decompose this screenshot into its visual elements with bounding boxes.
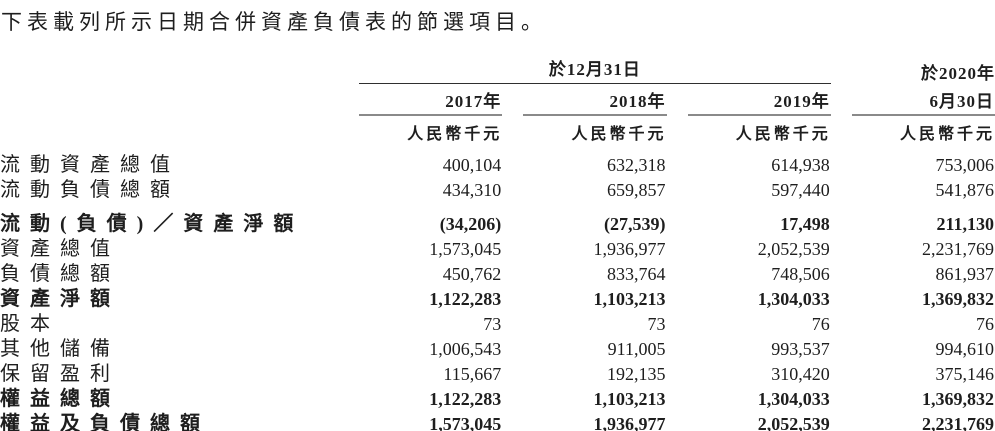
cell-2017: 115,667 bbox=[443, 364, 502, 384]
row-label: 負債總額 bbox=[0, 263, 120, 285]
header-spacer bbox=[0, 116, 338, 144]
row-label: 資產淨額 bbox=[0, 288, 120, 310]
cell-2018: 1,103,213 bbox=[593, 389, 666, 409]
cell-2020: 375,146 bbox=[935, 364, 995, 384]
cell-2017: 73 bbox=[483, 314, 502, 334]
cell-2020: 994,610 bbox=[935, 339, 995, 359]
balance-sheet-table: 於12月31日 於2020年 2017年 2018年 2019年 6月30日 人… bbox=[0, 51, 995, 431]
table-row-net-assets: 資產淨額 1,122,283 1,103,213 1,304,033 1,369… bbox=[0, 287, 995, 312]
header-date-group: 於12月31日 bbox=[359, 55, 831, 84]
cell-2020: 541,876 bbox=[935, 180, 995, 200]
row-label: 流動(負債)／資產淨額 bbox=[0, 213, 304, 235]
cell-2019: 597,440 bbox=[771, 180, 830, 200]
cell-2019: 2,052,539 bbox=[757, 239, 830, 259]
table-row-total-assets: 資產總值 1,573,045 1,936,977 2,052,539 2,231… bbox=[0, 237, 995, 262]
cell-2019: 310,420 bbox=[771, 364, 830, 384]
cell-2020: 211,130 bbox=[936, 214, 994, 234]
table-row-net-current-assets: 流動(負債)／資產淨額 (34,206) (27,539) 17,498 211… bbox=[0, 212, 995, 237]
cell-2019: 2,052,539 bbox=[757, 414, 830, 431]
row-label: 權益及負債總額 bbox=[0, 413, 210, 431]
cell-2018: 1,103,213 bbox=[593, 289, 666, 309]
row-label: 保留盈利 bbox=[0, 363, 120, 385]
header-unit-2018: 人民幣千元 bbox=[571, 126, 667, 143]
row-label: 其他儲備 bbox=[0, 338, 120, 360]
cell-2018: 632,318 bbox=[607, 155, 666, 175]
header-year-2019: 2019年 bbox=[687, 84, 831, 116]
header-2020-line2: 6月30日 bbox=[851, 84, 995, 116]
cell-2017: 400,104 bbox=[442, 155, 502, 175]
header-unit-2017: 人民幣千元 bbox=[407, 126, 503, 143]
cell-2019: 17,498 bbox=[780, 214, 830, 234]
table-row-total-liabilities: 負債總額 450,762 833,764 748,506 861,937 bbox=[0, 262, 995, 287]
row-label: 權益總額 bbox=[0, 388, 120, 410]
table-row-share-capital: 股本 73 73 76 76 bbox=[0, 312, 995, 337]
cell-2017: 450,762 bbox=[442, 264, 502, 284]
cell-2019: 748,506 bbox=[771, 264, 830, 284]
cell-2018: 192,135 bbox=[607, 364, 666, 384]
cell-2019: 1,304,033 bbox=[757, 289, 830, 309]
cell-2017: 1,573,045 bbox=[429, 414, 502, 431]
cell-2020: 861,937 bbox=[935, 264, 995, 284]
table-header-year-row: 2017年 2018年 2019年 6月30日 bbox=[0, 84, 995, 116]
table-row-other-reserves: 其他儲備 1,006,543 911,005 993,537 994,610 bbox=[0, 337, 995, 362]
row-label: 流動資產總值 bbox=[0, 154, 180, 176]
table-row-current-liabilities: 流動負債總額 434,310 659,857 597,440 541,876 bbox=[0, 178, 995, 203]
header-2020-line1: 於2020年 bbox=[921, 64, 995, 83]
cell-2019: 76 bbox=[811, 314, 830, 334]
header-unit-2020: 人民幣千元 bbox=[899, 126, 995, 143]
cell-2020: 1,369,832 bbox=[922, 289, 994, 309]
cell-2020: 753,006 bbox=[935, 155, 995, 175]
cell-2017: 1,006,543 bbox=[429, 339, 502, 359]
cell-2017: 1,122,283 bbox=[429, 289, 502, 309]
cell-2019: 614,938 bbox=[771, 155, 830, 175]
cell-2020: 2,231,769 bbox=[922, 414, 994, 431]
cell-2020: 1,369,832 bbox=[922, 389, 994, 409]
cell-2018: 1,936,977 bbox=[593, 414, 666, 431]
header-year-2017: 2017年 bbox=[359, 84, 503, 116]
cell-2017: 434,310 bbox=[442, 180, 502, 200]
cell-2018: 911,005 bbox=[607, 339, 666, 359]
cell-2017: 1,122,283 bbox=[429, 389, 502, 409]
cell-2019: 1,304,033 bbox=[757, 389, 830, 409]
cell-2020: 76 bbox=[976, 314, 994, 334]
page-title: 下表載列所示日期合併資產負債表的節選項目。 bbox=[1, 10, 547, 34]
header-year-2018: 2018年 bbox=[523, 84, 667, 116]
table-row-total-equity: 權益總額 1,122,283 1,103,213 1,304,033 1,369… bbox=[0, 387, 995, 412]
table-row-current-assets: 流動資產總值 400,104 632,318 614,938 753,006 bbox=[0, 153, 995, 178]
row-label: 流動負債總額 bbox=[0, 179, 180, 201]
cell-2018: 833,764 bbox=[607, 264, 666, 284]
table-header-group-row: 於12月31日 於2020年 bbox=[0, 51, 995, 84]
header-spacer bbox=[0, 84, 338, 116]
cell-2018: 1,936,977 bbox=[593, 239, 666, 259]
table-row-retained-earnings: 保留盈利 115,667 192,135 310,420 375,146 bbox=[0, 362, 995, 387]
table-header-unit-row: 人民幣千元 人民幣千元 人民幣千元 人民幣千元 bbox=[0, 116, 995, 144]
cell-2020: 2,231,769 bbox=[922, 239, 994, 259]
table-row-total-equity-and-liabilities: 權益及負債總額 1,573,045 1,936,977 2,052,539 2,… bbox=[0, 412, 995, 431]
row-label: 資產總值 bbox=[0, 238, 120, 260]
cell-2018: (27,539) bbox=[604, 214, 666, 234]
cell-2018: 73 bbox=[647, 314, 666, 334]
cell-2018: 659,857 bbox=[607, 180, 666, 200]
header-unit-2019: 人民幣千元 bbox=[735, 126, 831, 143]
row-label: 股本 bbox=[0, 313, 60, 335]
table-body: 流動資產總值 400,104 632,318 614,938 753,006 流… bbox=[0, 153, 995, 431]
cell-2017: (34,206) bbox=[439, 214, 502, 234]
cell-2019: 993,537 bbox=[771, 339, 830, 359]
cell-2017: 1,573,045 bbox=[429, 239, 502, 259]
